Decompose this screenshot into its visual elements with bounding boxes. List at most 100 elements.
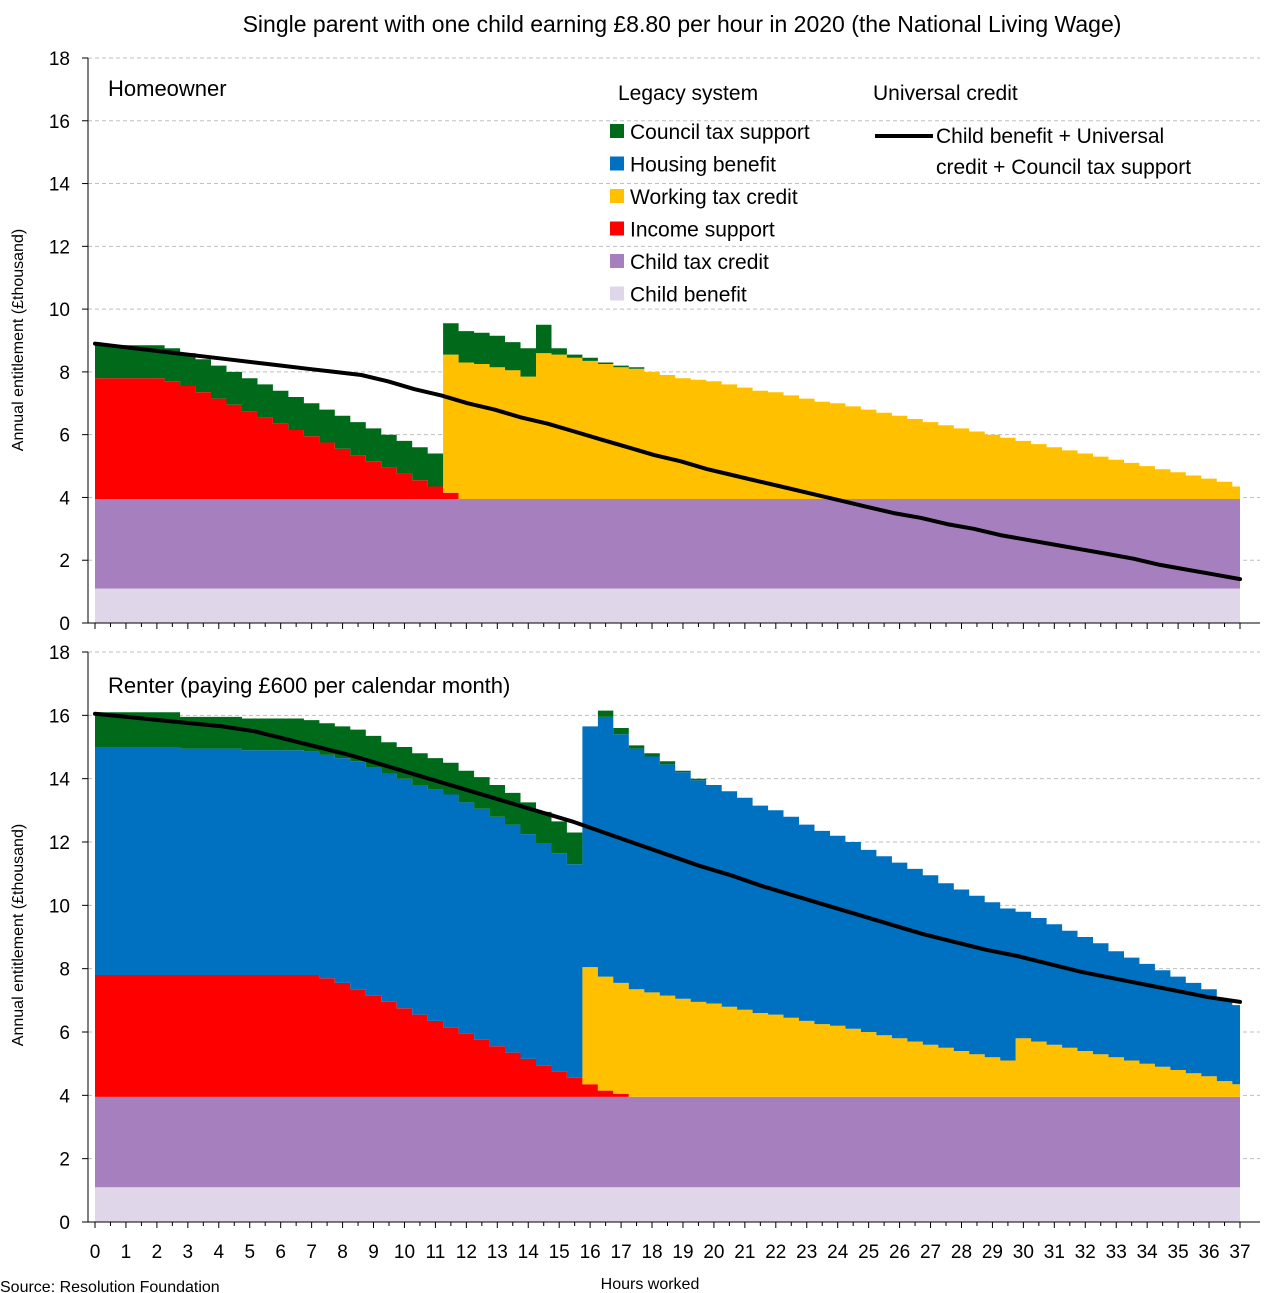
x-tick-label: 21 (734, 1242, 755, 1263)
legend: Legacy system Universal credit Council t… (610, 82, 1191, 307)
y-tick-label: 18 (49, 49, 70, 70)
area-income-support (95, 975, 1240, 1097)
x-tick-label: 22 (765, 1242, 786, 1263)
x-tick-label: 35 (1168, 1242, 1189, 1263)
series-line-uc (93, 711, 1242, 1004)
x-tick-label: 37 (1229, 1242, 1250, 1263)
x-tick-label: 27 (920, 1242, 941, 1263)
y-tick-label: 0 (59, 1213, 70, 1234)
y-tick-label: 4 (59, 1086, 70, 1107)
x-tick-label: 8 (337, 1242, 348, 1263)
x-tick-label: 9 (368, 1242, 379, 1263)
area-housing-benefit (95, 716, 1240, 1085)
area-child-tax-credit (95, 499, 1240, 589)
x-tick-label: 28 (951, 1242, 972, 1263)
area-child-tax-credit (95, 1096, 1240, 1188)
y-tick-label: 10 (49, 896, 70, 917)
legend-uc-label-line2: credit + Council tax support (936, 156, 1191, 179)
x-tick-label: 1 (121, 1242, 132, 1263)
x-tick-label: 24 (827, 1242, 849, 1263)
x-tick-label: 6 (275, 1242, 286, 1263)
x-tick-label: 4 (213, 1242, 224, 1263)
stacked-areas (95, 323, 1240, 623)
y-tick-label: 0 (59, 614, 70, 635)
legend-swatch-council-tax-support (610, 124, 624, 138)
area-income-support (95, 378, 1240, 499)
legend-swatch-working-tax-credit (610, 189, 624, 203)
x-tick-label: 3 (183, 1242, 194, 1263)
y-tick-label: 12 (49, 833, 70, 854)
y-tick-label: 14 (49, 770, 71, 791)
y-tick-label: 6 (59, 426, 70, 447)
legend-header-uc: Universal credit (873, 82, 1018, 105)
x-tick-label: 18 (641, 1242, 662, 1263)
area-child-benefit (95, 1187, 1240, 1222)
y-tick-label: 16 (49, 706, 70, 727)
legend-swatch-child-benefit (610, 286, 624, 301)
y-tick-label: 2 (59, 1150, 70, 1171)
x-tick-label: 17 (611, 1242, 632, 1263)
uc-line (93, 341, 1242, 582)
area-council-tax-support (95, 710, 1240, 1006)
x-tick-label: 33 (1106, 1242, 1127, 1263)
area-working-tax-credit (95, 967, 1240, 1097)
x-tick-label: 19 (672, 1242, 693, 1263)
x-tick-label: 30 (1013, 1242, 1034, 1263)
legend-label-housing-benefit: Housing benefit (630, 154, 776, 177)
x-tick-label: 10 (394, 1242, 415, 1263)
legend-uc-label-line1: Child benefit + Universal (936, 125, 1164, 148)
legend-label-income-support: Income support (630, 219, 775, 242)
x-tick-label: 2 (152, 1242, 163, 1263)
legend-label-child-benefit: Child benefit (630, 284, 747, 307)
y-axis-label: Annual entitlement (£thousand) (10, 824, 27, 1046)
x-tick-label: 36 (1198, 1242, 1219, 1263)
legend-swatch-housing-benefit (610, 156, 624, 171)
y-tick-label: 2 (59, 551, 70, 572)
area-child-benefit (95, 588, 1240, 623)
y-tick-label: 4 (59, 488, 70, 509)
y-axis-label: Annual entitlement (£thousand) (10, 229, 27, 451)
x-tick-label: 5 (244, 1242, 255, 1263)
y-tick-label: 8 (59, 960, 70, 981)
x-tick-label: 13 (487, 1242, 508, 1263)
panel-homeowner: 0 2 4 6 8 10 12 14 16 18 Homeowner (49, 49, 1260, 635)
panel-label: Renter (paying £600 per calendar month) (108, 673, 510, 698)
area-working-tax-credit (95, 353, 1240, 499)
x-tick-label: 12 (456, 1242, 477, 1263)
legend-label-child-tax-credit: Child tax credit (630, 251, 769, 274)
y-tick-label: 18 (49, 643, 70, 664)
x-tick-label: 11 (426, 1242, 446, 1263)
x-tick-label: 23 (796, 1242, 817, 1263)
legend-header-legacy: Legacy system (618, 82, 758, 105)
legend-label-working-tax-credit: Working tax credit (630, 186, 798, 209)
x-tick-label: 14 (518, 1242, 540, 1263)
x-tick-label: 29 (982, 1242, 1003, 1263)
x-tick-label: 16 (580, 1242, 601, 1263)
source-note: Source: Resolution Foundation (0, 1279, 220, 1293)
x-tick-label: 32 (1075, 1242, 1096, 1263)
chart-title: Single parent with one child earning £8.… (243, 11, 1122, 37)
panel-label: Homeowner (108, 76, 227, 101)
x-tick-label: 31 (1044, 1242, 1065, 1263)
series-line-uc (93, 341, 1242, 582)
y-tick-label: 8 (59, 363, 70, 384)
x-tick-label: 0 (90, 1242, 101, 1263)
legend-items: Council tax support Housing benefit Workin… (610, 121, 810, 307)
area-council-tax-support (95, 323, 1240, 487)
x-tick-label: 20 (703, 1242, 724, 1263)
y-tick-label: 16 (49, 112, 70, 133)
y-tick-label: 6 (59, 1023, 70, 1044)
x-tick-label: 34 (1137, 1242, 1159, 1263)
axes: 0 2 4 6 8 10 12 14 16 18 (49, 49, 1260, 635)
y-tick-label: 12 (49, 237, 70, 258)
legend-label-council-tax-support: Council tax support (630, 121, 810, 144)
x-tick-label: 15 (549, 1242, 570, 1263)
y-tick-label: 10 (49, 300, 70, 321)
legend-swatch-income-support (610, 221, 624, 236)
x-tick-label: 7 (306, 1242, 317, 1263)
uc-line (93, 711, 1242, 1004)
x-axis-label: Hours worked (601, 1276, 700, 1293)
